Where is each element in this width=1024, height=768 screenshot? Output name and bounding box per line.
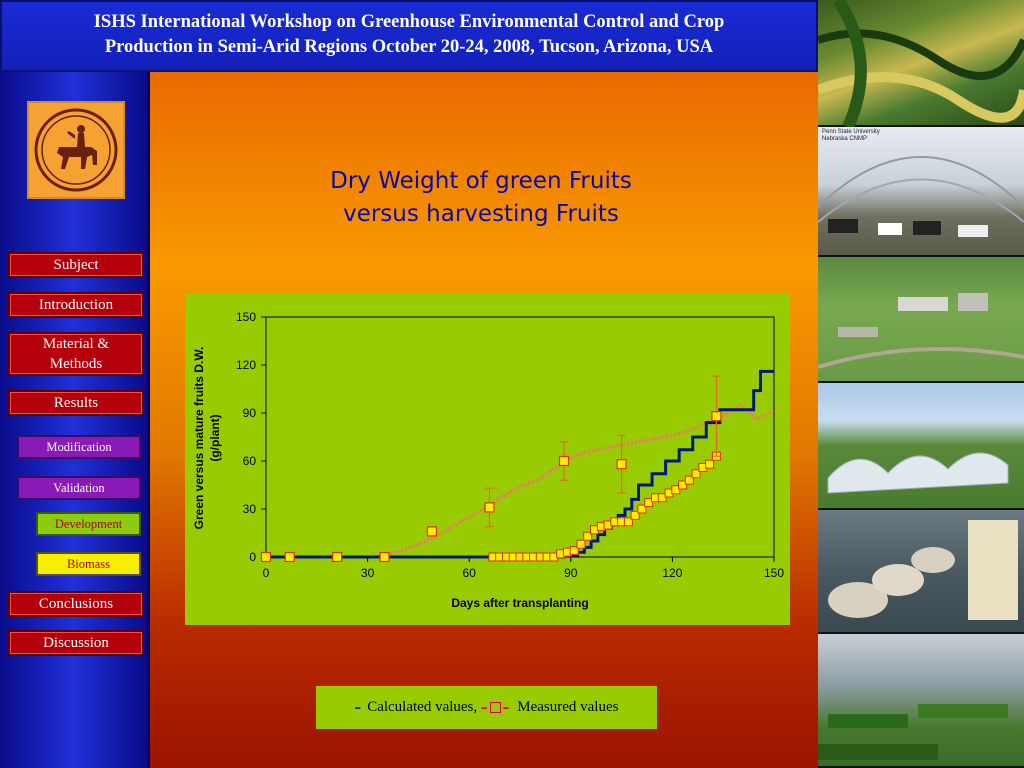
measured-harvest-point — [583, 531, 593, 541]
nav-development[interactable]: Development — [36, 512, 141, 536]
centaur-icon — [34, 108, 118, 192]
slide-header: ISHS International Workshop on Greenhous… — [0, 0, 818, 72]
legend-measured-square — [489, 702, 501, 713]
nav-material-methods[interactable]: Material & Methods — [8, 332, 144, 376]
photo-caption-line-2: Nebraska CNMP — [822, 136, 867, 142]
header-line-1: ISHS International Workshop on Greenhous… — [93, 12, 725, 32]
y-tick-label: 0 — [249, 550, 256, 564]
x-axis-label: Days after transplanting — [451, 596, 588, 610]
slide-title: Dry Weight of green Fruits versus harves… — [330, 168, 632, 227]
y-tick-label: 30 — [243, 502, 257, 516]
measured-harvest-point — [691, 469, 701, 479]
measured-harvest-point — [623, 517, 633, 527]
y-axis-label-line-2: (g/plant) — [208, 414, 222, 461]
nav-discussion[interactable]: Discussion — [8, 630, 144, 656]
measured-harvest-point — [637, 504, 647, 514]
x-tick-label: 90 — [564, 566, 578, 580]
measured-green-point — [484, 502, 495, 513]
greenhouse-tunnels-photo — [818, 383, 1024, 510]
measured-harvest-point — [644, 498, 654, 508]
measured-green-point — [711, 411, 722, 422]
nav-results[interactable]: Results — [8, 390, 144, 416]
measured-harvest-point — [576, 539, 586, 549]
calculated-harvest-step-line — [266, 369, 774, 559]
y-tick-label: 120 — [236, 358, 256, 372]
measured-green-point — [426, 526, 438, 537]
y-axis-label-line-1: Green versus mature fruits D.W. — [192, 347, 206, 530]
plot-area — [265, 316, 775, 558]
measured-harvest-point — [684, 475, 694, 485]
nav-validation[interactable]: Validation — [17, 476, 141, 500]
legend-measured-marker-right: - — [502, 696, 510, 718]
header-line-2: Production in Semi-Arid Regions October … — [104, 37, 714, 57]
nav-conclusions[interactable]: Conclusions — [8, 591, 144, 617]
measured-green-point — [284, 551, 295, 563]
sidebar — [0, 72, 150, 768]
measured-harvest-point — [678, 480, 688, 490]
measured-harvest-point — [569, 546, 579, 556]
nav-modification[interactable]: Modification — [17, 435, 141, 459]
y-tick-label: 90 — [243, 406, 257, 420]
legend-measured-marker-left: - — [480, 696, 488, 718]
x-tick-label: 0 — [263, 566, 270, 580]
y-tick-label: 60 — [243, 454, 257, 468]
nav-introduction[interactable]: Introduction — [8, 292, 144, 318]
measured-green-point — [260, 551, 272, 563]
farmland-aerial-photo — [816, 0, 1024, 130]
measured-harvest-point — [671, 485, 681, 495]
legend-calculated-label: Calculated values, — [367, 699, 478, 715]
y-tick-label: 150 — [236, 310, 256, 324]
centaur-logo — [27, 101, 125, 199]
measured-green-point — [558, 455, 570, 467]
measured-harvest-point — [630, 510, 640, 520]
measured-harvest-point — [705, 459, 715, 469]
nav-biomass[interactable]: Biomass — [36, 552, 141, 576]
measured-green-point — [616, 459, 627, 470]
dry-weight-chart: 0 30 60 90 120 150 0 30 60 90 120 150 Days after tr… — [192, 310, 784, 610]
chart-panel: 0 30 60 90 120 150 0 30 60 90 120 150 Days after tr… — [185, 293, 790, 625]
measured-harvest-point — [657, 493, 667, 503]
x-tick-label: 30 — [361, 566, 375, 580]
chart-legend: - Calculated values, - - Measured values — [316, 686, 657, 729]
legend-calculated-marker: - — [354, 696, 362, 718]
x-tick-label: 150 — [764, 566, 784, 580]
legend-measured-label: Measured values — [517, 699, 619, 715]
x-tick-label: 120 — [662, 566, 682, 580]
dairy-barn-photo: Penn State University Nebraska CNMP — [817, 127, 1024, 257]
nav-subject[interactable]: Subject — [8, 252, 144, 278]
sheep-feeding-photo — [818, 510, 1024, 634]
x-tick-label: 60 — [463, 566, 477, 580]
farm-buildings-aerial-photo — [817, 257, 1024, 383]
measured-green-point — [332, 551, 343, 563]
photo-caption-line-1: Penn State University — [822, 129, 880, 135]
measured-green-point — [379, 551, 390, 563]
seedling-benches-photo — [818, 634, 1024, 768]
